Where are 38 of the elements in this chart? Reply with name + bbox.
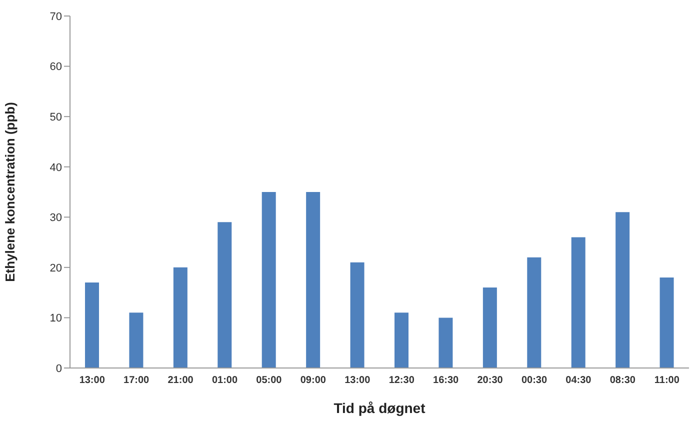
bar: [262, 192, 276, 368]
x-tick-label: 21:00: [168, 375, 194, 386]
x-tick-label: 04:30: [566, 375, 592, 386]
y-tick-label: 60: [50, 61, 62, 74]
y-axis-title: Ethylene koncentration (ppb): [2, 102, 18, 282]
bar: [306, 192, 320, 368]
x-tick-label: 13:00: [79, 375, 106, 386]
x-tick-label: 11:00: [654, 375, 680, 386]
x-tick-label: 20:30: [477, 375, 504, 386]
y-tick-label: 50: [50, 111, 62, 124]
x-tick-label: 08:30: [610, 375, 636, 386]
x-tick-label: 05:00: [256, 375, 282, 386]
x-tick-label: 12:30: [388, 375, 415, 386]
x-tick-label: 01:00: [212, 375, 238, 386]
bar: [616, 212, 630, 368]
bar: [85, 282, 99, 368]
y-tick-label: 20: [50, 262, 62, 274]
y-tick-label: 10: [50, 312, 62, 325]
x-tick-label: 16:30: [433, 375, 460, 386]
bar: [218, 222, 232, 368]
bar: [350, 262, 364, 368]
bar: [129, 312, 144, 368]
y-tick-label: 40: [50, 162, 62, 174]
y-tick-label: 0: [56, 362, 62, 375]
x-tick-label: 09:00: [300, 375, 326, 386]
x-tick-label: 13:00: [344, 375, 371, 386]
bar: [527, 257, 542, 368]
x-tick-label: 17:00: [124, 375, 150, 386]
bar: [173, 267, 188, 368]
y-tick-label: 30: [50, 212, 62, 224]
bar: [438, 318, 453, 368]
x-tick-label: 00:30: [521, 375, 548, 386]
bar: [571, 237, 586, 368]
bar: [394, 312, 408, 368]
bar: [482, 288, 497, 368]
bar: [660, 277, 674, 368]
y-tick-label: 70: [50, 10, 62, 23]
x-axis-title: Tid på døgnet: [334, 400, 426, 416]
